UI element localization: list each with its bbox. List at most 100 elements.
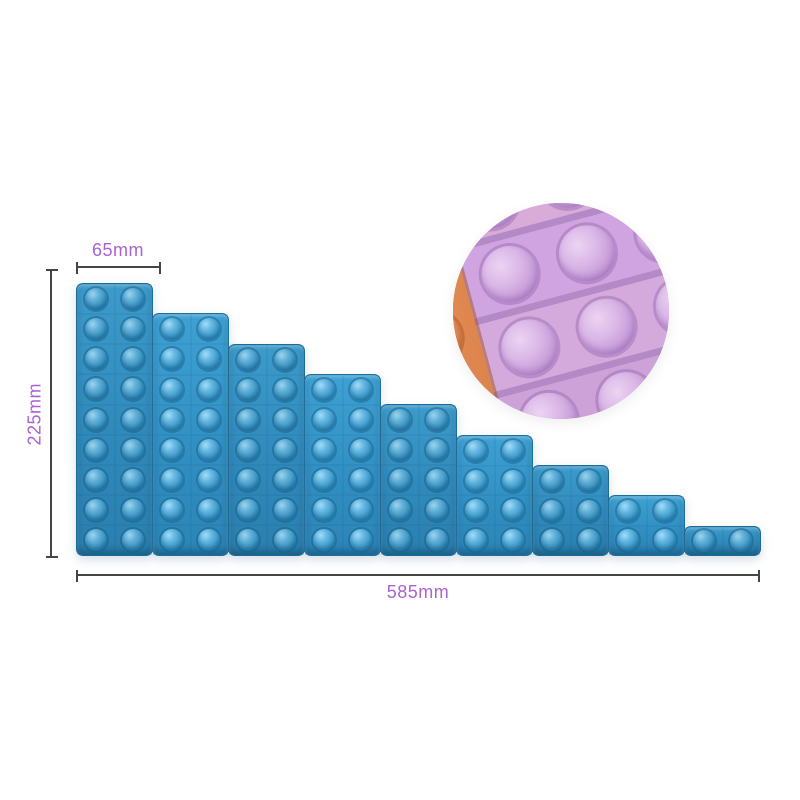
popit-bubble — [533, 496, 571, 526]
inset-bubble — [591, 365, 661, 419]
popit-bubble — [229, 345, 267, 375]
popit-bubble — [267, 495, 305, 525]
inset-bubble — [649, 271, 669, 340]
popit-bubble — [77, 465, 115, 495]
popit-bubble — [495, 495, 533, 525]
popit-block — [152, 313, 229, 557]
popit-bubble — [381, 435, 419, 465]
popit-bubble — [609, 526, 647, 555]
popit-bubble — [77, 344, 115, 374]
popit-bubble — [115, 344, 153, 374]
popit-bubble — [457, 436, 495, 466]
popit-bubble — [77, 284, 115, 314]
popit-bubble — [191, 435, 229, 465]
inset-bubble — [514, 386, 584, 419]
inset-bubble — [629, 203, 669, 267]
popit-bubble — [381, 405, 419, 435]
popit-block — [380, 404, 457, 557]
popit-bubble — [77, 495, 115, 525]
popit-block — [76, 283, 153, 557]
popit-bubble — [305, 525, 343, 555]
popit-bubble — [457, 466, 495, 496]
popit-bubble — [305, 495, 343, 525]
inset-bubble — [552, 218, 622, 288]
popit-bubble — [495, 436, 533, 466]
popit-bubble — [115, 284, 153, 314]
popit-bubble — [115, 435, 153, 465]
popit-bubble — [77, 314, 115, 344]
popit-bubble — [267, 465, 305, 495]
popit-bubble — [229, 405, 267, 435]
popit-bubble — [115, 495, 153, 525]
popit-bubble — [571, 525, 609, 555]
popit-bubble — [153, 435, 191, 465]
popit-bubble — [533, 466, 571, 496]
popit-block — [532, 465, 609, 557]
popit-bubble — [191, 495, 229, 525]
popit-bubble — [305, 375, 343, 405]
popit-bubble — [343, 525, 381, 555]
inset-bubble — [475, 239, 544, 308]
popit-bubble — [305, 435, 343, 465]
popit-bubble — [267, 525, 305, 555]
popit-bubble — [647, 526, 685, 555]
popit-bubble — [723, 527, 761, 555]
popit-bubble — [343, 495, 381, 525]
popit-staircase — [76, 283, 762, 557]
dimension-label-top-width: 65mm — [91, 240, 144, 260]
popit-bubble — [77, 525, 115, 555]
dimension-line-top — [76, 262, 161, 274]
popit-bubble — [153, 525, 191, 555]
popit-bubble — [571, 496, 609, 526]
popit-bubble — [267, 405, 305, 435]
inset-bubble — [494, 312, 564, 382]
inset-bubble — [455, 203, 525, 235]
popit-bubble — [229, 375, 267, 405]
dimension-label-bottom-width: 585mm — [386, 582, 450, 602]
popit-bubble — [457, 495, 495, 525]
popit-bubble — [153, 495, 191, 525]
popit-block — [608, 495, 685, 557]
popit-bubble — [191, 405, 229, 435]
popit-bubble — [229, 435, 267, 465]
inset-bubble — [532, 203, 602, 214]
popit-bubble — [115, 525, 153, 555]
popit-bubble — [115, 314, 153, 344]
popit-bubble — [77, 374, 115, 404]
inset-bubble-grid — [453, 203, 669, 419]
popit-bubble — [305, 465, 343, 495]
inset-orange-bubble — [453, 306, 468, 371]
popit-bubble — [305, 405, 343, 435]
popit-bubble — [77, 435, 115, 465]
popit-bubble — [343, 405, 381, 435]
popit-bubble — [419, 495, 457, 525]
popit-bubble — [381, 495, 419, 525]
popit-bubble — [115, 374, 153, 404]
popit-bubble — [191, 465, 229, 495]
popit-block — [228, 343, 305, 557]
dimension-line-bottom — [76, 570, 760, 582]
popit-block — [456, 434, 533, 557]
popit-bubble — [571, 466, 609, 496]
popit-block — [304, 374, 381, 557]
popit-bubble — [153, 375, 191, 405]
popit-bubble — [267, 345, 305, 375]
popit-bubble — [229, 465, 267, 495]
popit-bubble — [647, 496, 685, 525]
popit-bubble — [419, 465, 457, 495]
popit-bubble — [495, 525, 533, 555]
popit-bubble — [115, 465, 153, 495]
popit-bubble — [191, 375, 229, 405]
popit-bubble — [153, 344, 191, 374]
popit-bubble — [267, 435, 305, 465]
popit-bubble — [495, 466, 533, 496]
popit-bubble — [533, 525, 571, 555]
popit-bubble — [229, 525, 267, 555]
popit-block — [684, 525, 761, 557]
popit-bubble — [343, 435, 381, 465]
popit-bubble — [153, 405, 191, 435]
popit-bubble — [115, 405, 153, 435]
popit-bubble — [685, 527, 723, 555]
popit-bubble — [457, 525, 495, 555]
